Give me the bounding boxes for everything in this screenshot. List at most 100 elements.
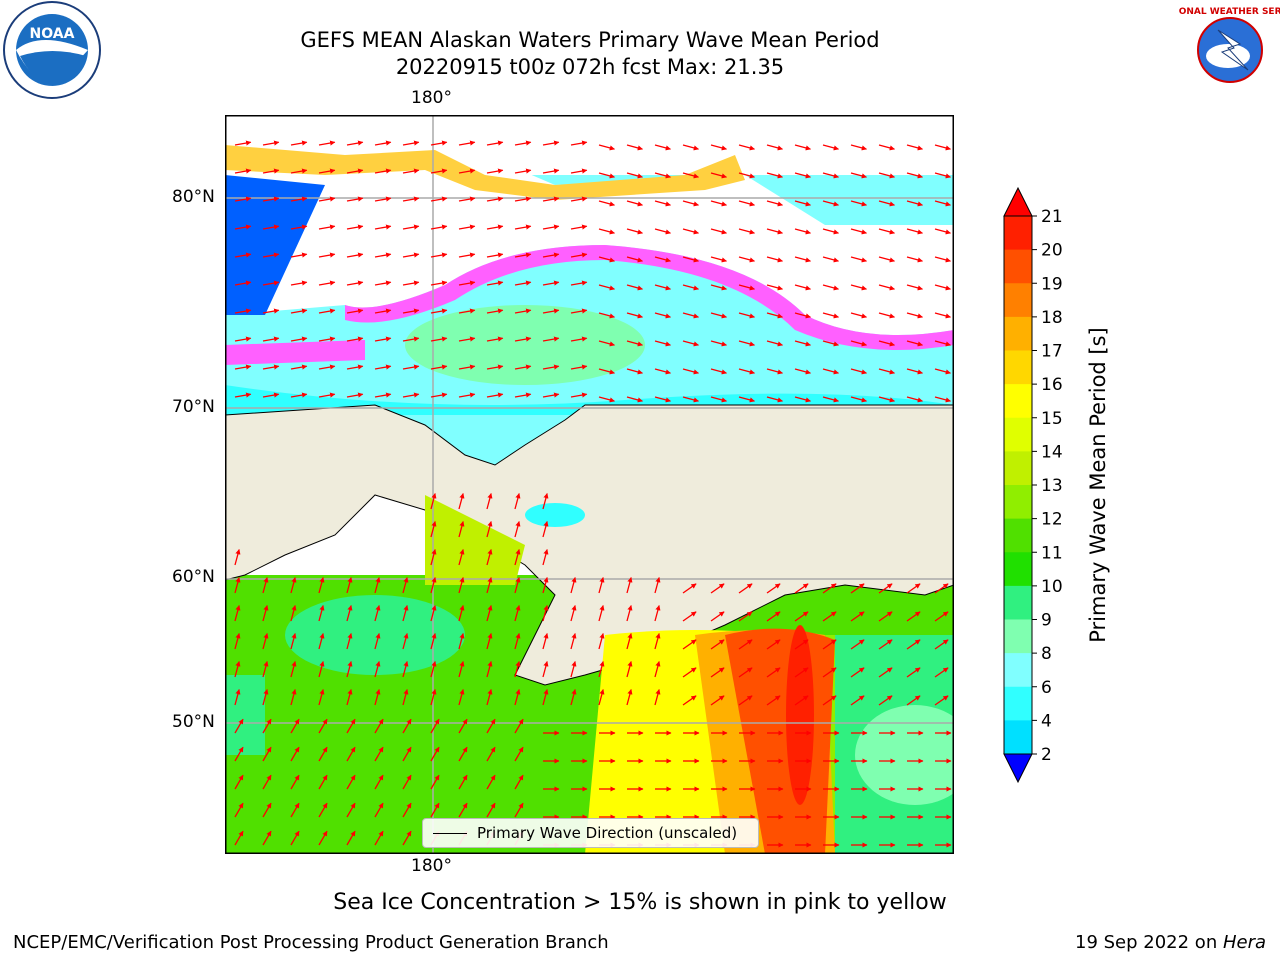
wave-direction-arrow xyxy=(626,396,643,403)
wave-direction-arrow xyxy=(262,689,269,706)
wave-direction-arrow xyxy=(458,308,476,314)
wave-direction-arrow xyxy=(906,368,923,375)
wave-direction-arrow xyxy=(486,689,493,706)
wave-direction-arrow xyxy=(878,284,895,291)
wave-direction-arrow xyxy=(262,661,269,678)
wave-direction-arrow xyxy=(430,689,437,706)
wave-direction-arrow xyxy=(934,172,951,179)
wave-direction-arrow xyxy=(878,667,893,678)
colorbar-tick-label: 2 xyxy=(1041,745,1052,765)
wave-direction-arrow xyxy=(486,718,496,734)
wave-direction-arrow xyxy=(794,695,809,706)
wave-direction-arrow xyxy=(682,200,699,207)
wave-direction-arrow xyxy=(318,802,328,818)
lat-label-60: 60°N xyxy=(172,567,215,587)
wave-direction-arrow xyxy=(234,196,252,202)
wave-direction-arrow xyxy=(514,774,524,790)
wave-direction-arrow xyxy=(318,689,325,706)
wave-direction-arrow xyxy=(542,577,549,594)
wave-direction-arrow xyxy=(822,144,839,151)
wave-direction-arrow xyxy=(430,336,448,342)
wave-direction-arrow xyxy=(234,140,252,146)
wave-direction-arrow xyxy=(822,611,837,622)
wave-direction-arrow xyxy=(290,746,300,762)
wave-direction-arrow xyxy=(570,689,577,706)
wave-direction-arrow xyxy=(486,392,504,398)
wave-direction-arrow xyxy=(234,336,252,342)
wave-direction-arrow xyxy=(346,577,353,594)
colorbar-tick-label: 18 xyxy=(1041,308,1063,328)
wave-direction-arrow xyxy=(514,577,521,594)
wave-direction-arrow xyxy=(654,284,671,291)
wave-direction-arrow xyxy=(234,308,252,314)
wave-direction-arrow xyxy=(318,718,328,734)
wave-direction-arrow xyxy=(262,196,280,202)
wave-direction-arrow xyxy=(542,521,549,538)
wave-direction-arrow xyxy=(262,633,269,650)
wave-direction-arrow xyxy=(346,605,353,622)
wave-direction-arrow xyxy=(542,168,560,174)
wave-direction-arrow xyxy=(514,196,532,202)
lat-label-50: 50°N xyxy=(172,712,215,732)
wave-direction-arrow xyxy=(906,396,923,403)
map-legend: Primary Wave Direction (unscaled) xyxy=(422,818,759,848)
wave-direction-arrow xyxy=(262,605,269,622)
wave-direction-arrow xyxy=(430,746,440,762)
wave-direction-arrow xyxy=(374,336,392,342)
wave-direction-arrow xyxy=(570,252,588,258)
wave-direction-arrow xyxy=(794,611,809,622)
wave-direction-arrow xyxy=(710,312,727,319)
wave-direction-arrow xyxy=(570,196,588,202)
wave-direction-arrow xyxy=(318,661,325,678)
wave-direction-arrow xyxy=(234,689,241,706)
wave-direction-arrow xyxy=(598,284,615,291)
wave-direction-arrow xyxy=(654,256,671,263)
wave-direction-arrow xyxy=(850,340,867,347)
wave-direction-arrow xyxy=(654,605,661,622)
wave-direction-arrow xyxy=(934,256,951,263)
wave-direction-arrow xyxy=(430,549,437,566)
wave-direction-arrow xyxy=(878,695,893,706)
wave-direction-arrow xyxy=(934,583,949,594)
wave-direction-arrow xyxy=(542,633,549,650)
wave-direction-arrow xyxy=(766,144,783,151)
wave-direction-arrow xyxy=(402,718,412,734)
sea-ice-edge-yellow xyxy=(225,145,745,200)
sea-ice-edge-pink xyxy=(345,245,954,350)
wave-direction-arrow xyxy=(626,144,643,151)
wave-direction-arrow xyxy=(626,577,633,594)
wave-direction-arrow xyxy=(402,633,409,650)
wave-direction-arrow xyxy=(374,308,392,314)
wave-direction-arrow xyxy=(290,280,308,286)
wave-direction-arrow xyxy=(626,172,643,179)
wave-direction-arrow xyxy=(514,224,532,230)
colorbar-segment xyxy=(1004,485,1032,520)
wave-direction-arrow xyxy=(570,661,577,678)
wave-direction-arrow xyxy=(934,340,951,347)
wave-direction-arrow xyxy=(290,308,308,314)
wave-direction-arrow xyxy=(430,140,448,146)
wave-direction-arrow xyxy=(934,368,951,375)
wave-direction-arrow xyxy=(458,774,468,790)
wave-direction-arrow xyxy=(626,633,633,650)
map-canvas xyxy=(225,115,954,854)
colorbar-tick-label: 16 xyxy=(1041,375,1063,395)
wave-direction-arrow xyxy=(794,312,811,319)
wave-direction-arrow xyxy=(458,493,465,510)
wave-direction-arrow xyxy=(822,396,839,403)
wave-direction-arrow xyxy=(542,493,549,510)
wave-direction-arrow xyxy=(290,633,297,650)
wave-direction-arrow xyxy=(374,196,392,202)
wave-direction-arrow xyxy=(682,172,699,179)
colorbar-tick-label: 4 xyxy=(1041,711,1052,731)
wave-direction-arrow xyxy=(430,168,448,174)
wave-direction-arrow xyxy=(458,168,476,174)
wave-direction-arrow xyxy=(486,577,493,594)
wave-direction-arrow xyxy=(682,695,697,706)
colorbar-svg: 21 20 19 18 17 16 15 14 13 12 11 10 9 8 6 4 2 xyxy=(1003,186,1063,784)
wave-direction-arrow xyxy=(794,340,811,347)
wave-direction-arrow xyxy=(738,611,753,622)
wave-direction-arrow xyxy=(374,280,392,286)
wave-direction-arrow xyxy=(710,396,727,403)
colorbar-segment xyxy=(1004,283,1032,318)
